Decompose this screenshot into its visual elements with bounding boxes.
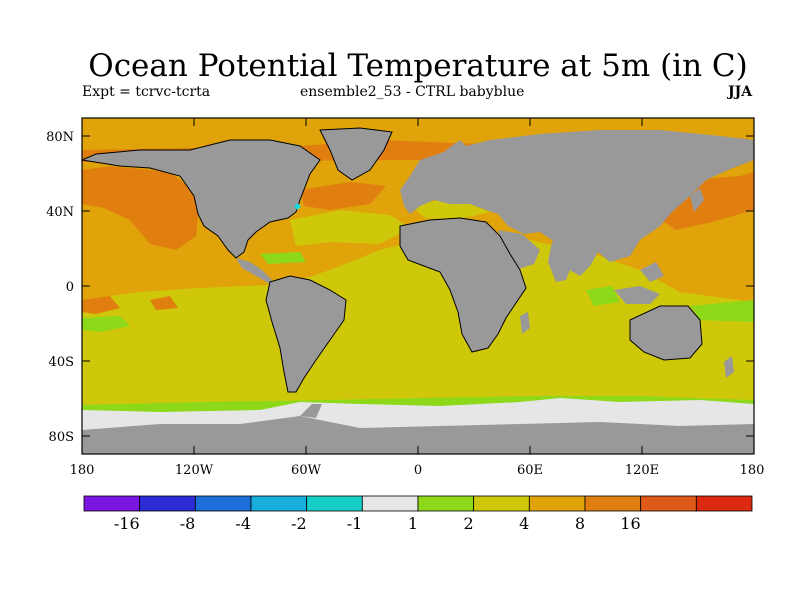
ocean-2-4-region bbox=[82, 285, 270, 340]
colorbar-swatch bbox=[139, 495, 196, 512]
colorbar: -16 -8 -4 -2 -1 1 2 4 8 16 bbox=[83, 495, 753, 533]
colorbar-swatch bbox=[473, 495, 530, 512]
ocean-2-4-region bbox=[410, 200, 490, 220]
ocean-2-4-region bbox=[82, 232, 754, 410]
lon-tick-label: 0 bbox=[414, 463, 422, 478]
lat-tick-label: 80N bbox=[46, 130, 74, 145]
colorbar-swatch bbox=[250, 495, 308, 512]
lon-tick-label: 180 bbox=[70, 463, 95, 478]
colorbar-label: -1 bbox=[347, 514, 363, 533]
colorbar-label: -16 bbox=[114, 514, 140, 533]
colorbar-swatch bbox=[83, 495, 141, 512]
colorbar-label: 16 bbox=[620, 514, 640, 533]
coastline bbox=[82, 127, 703, 393]
colorbar-label: 1 bbox=[408, 514, 418, 533]
colorbar-swatch bbox=[306, 495, 363, 512]
colorbar-swatch bbox=[361, 495, 419, 512]
lon-tick-label: 120E bbox=[625, 463, 659, 478]
ocean-8-16-region bbox=[150, 296, 178, 310]
sea-ice-region bbox=[82, 398, 754, 430]
season-label: JJA bbox=[728, 84, 753, 100]
map-title: Ocean Potential Temperature at 5m (in C) bbox=[88, 48, 748, 84]
ocean-8-16-region bbox=[82, 166, 200, 250]
colorbar-label: -4 bbox=[235, 514, 251, 533]
colorbar-label: 8 bbox=[575, 514, 585, 533]
colorbar-swatch bbox=[640, 495, 697, 512]
lat-axis: 80N 40N 0 40S 80S bbox=[46, 130, 754, 445]
ocean-8-16-region bbox=[82, 296, 120, 314]
land-mass bbox=[82, 128, 754, 454]
temperature-field bbox=[82, 118, 754, 454]
ocean-8-16-region bbox=[300, 182, 386, 210]
cyan-marker bbox=[293, 202, 302, 211]
ocean-1-2-region bbox=[82, 316, 130, 332]
ocean-1-2-region bbox=[586, 286, 620, 306]
experiment-label: Expt = tcrvc-tcrta bbox=[82, 84, 211, 100]
colorbar-swatch bbox=[417, 495, 475, 512]
ocean-2-4-region bbox=[290, 210, 410, 246]
colorbar-swatch bbox=[528, 495, 586, 512]
lat-tick-label: 40N bbox=[46, 205, 74, 220]
ensemble-label: ensemble2_53 - CTRL babyblue bbox=[300, 84, 525, 100]
lat-tick-label: 0 bbox=[66, 280, 74, 295]
lat-tick-label: 40S bbox=[49, 355, 74, 370]
colorbar-swatch bbox=[584, 495, 642, 512]
colorbar-label: -8 bbox=[180, 514, 196, 533]
ocean-1-2-region bbox=[260, 252, 306, 264]
colorbar-label: -2 bbox=[291, 514, 307, 533]
lon-tick-label: 180 bbox=[740, 463, 765, 478]
lon-tick-label: 120W bbox=[175, 463, 214, 478]
lon-tick-label: 60E bbox=[517, 463, 543, 478]
colorbar-swatch bbox=[695, 495, 753, 512]
colorbar-swatch bbox=[194, 495, 252, 512]
colorbar-label: 4 bbox=[519, 514, 529, 533]
lon-tick-label: 60W bbox=[291, 463, 322, 478]
lon-axis: 180 120W 60W 0 60E 120E 180 bbox=[70, 118, 765, 478]
ocean-1-2-region bbox=[690, 300, 754, 322]
lat-tick-label: 80S bbox=[49, 430, 74, 445]
colorbar-label: 2 bbox=[463, 514, 473, 533]
